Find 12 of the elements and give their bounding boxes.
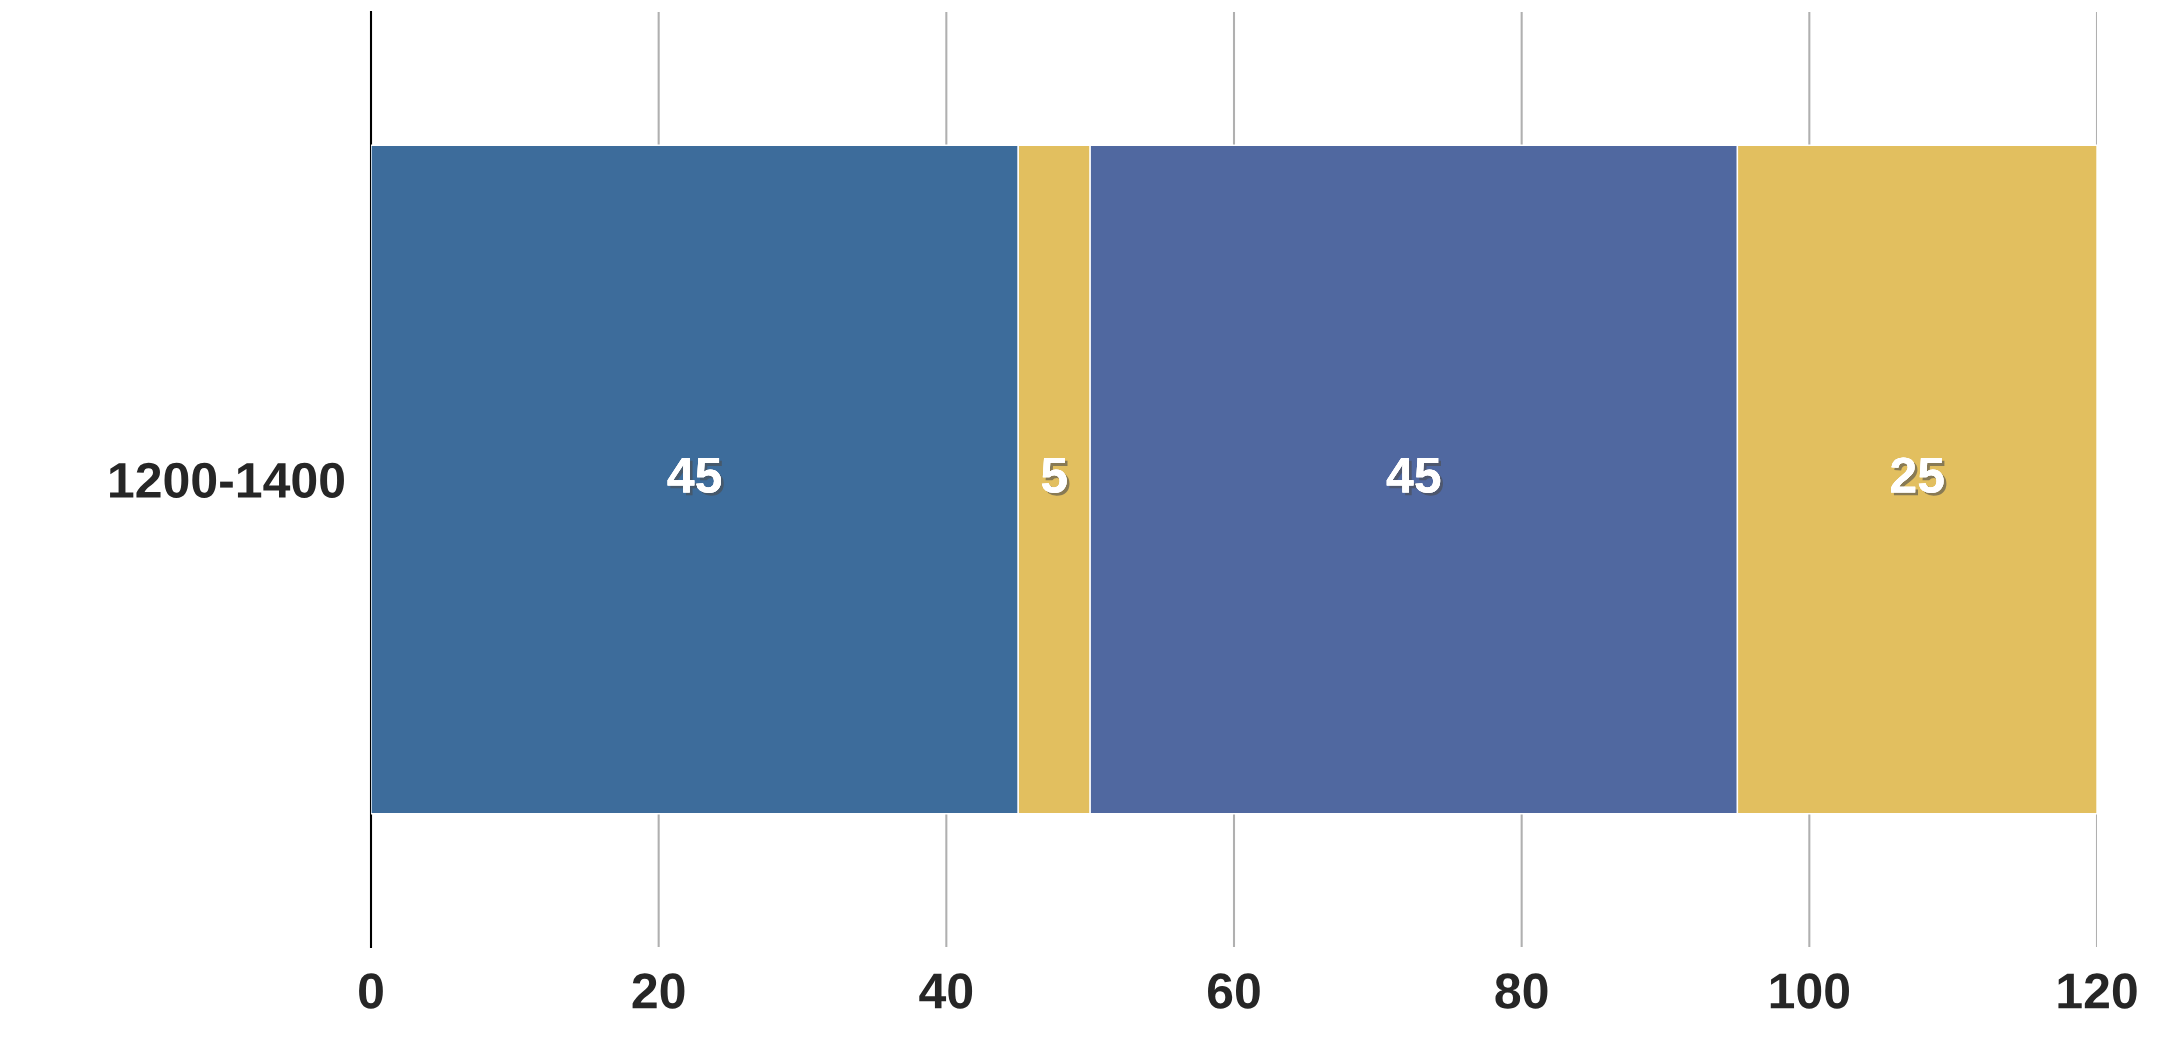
y-tick-label: 1200-1400 [110,462,344,499]
x-tick-label: 40 [919,973,973,1009]
data-label: 5 [1041,458,1070,496]
x-tick-label: 20 [632,973,685,1009]
x-tick-label: 100 [1770,973,1849,1009]
x-tick-label: 0 [359,973,383,1009]
data-label: 45 [667,458,724,496]
x-tick-label: 80 [1495,973,1548,1009]
x-tick-label: 120 [2058,973,2137,1009]
data-label: 45 [1386,458,1443,496]
x-tick-label: 60 [1208,973,1260,1009]
data-label: 25 [1891,457,1947,496]
